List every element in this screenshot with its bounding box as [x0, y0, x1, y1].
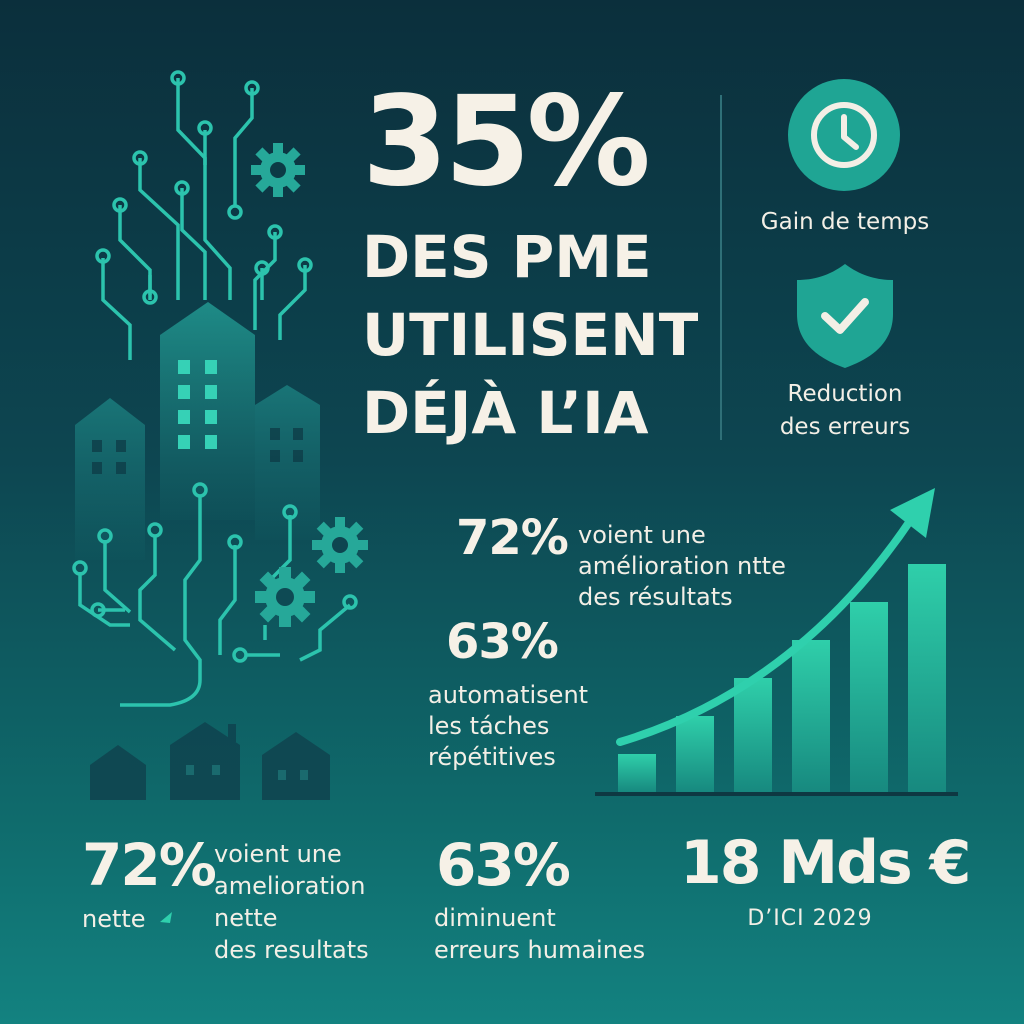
chart-bar: [676, 716, 714, 792]
city-circuit-illustration: [72, 70, 368, 800]
bottom-stat-2-line2: erreurs humaines: [434, 936, 646, 964]
chart-bar: [618, 754, 656, 792]
circuit-nodes-bottom: [72, 482, 358, 663]
benefit-label-errors-line1: Reduction: [787, 381, 903, 407]
middle-stat-2-percent: 63%: [446, 614, 559, 670]
gear-icon: [255, 567, 315, 627]
middle-stat-1-text: voient une amélioration ntte des résulta…: [578, 520, 786, 613]
bottom-stat-2-line1: diminuent: [434, 904, 556, 932]
middle-stat-1-percent: 72%: [456, 510, 569, 566]
headline-line-1: DES PME: [362, 223, 652, 291]
bottom-stat-2-text: diminuent erreurs humaines: [434, 902, 645, 966]
middle-stat-2-line1: automatisent: [428, 681, 589, 709]
middle-stat-2-line2: les táches: [428, 712, 550, 740]
bottom-stat-1-line3: nette: [214, 904, 278, 932]
shield-check-icon: [797, 264, 893, 368]
buildings: [75, 302, 320, 560]
trend-arrow-head: [890, 488, 935, 538]
bottom-stat-2-percent: 63%: [436, 831, 571, 899]
bottom-stat-3-value: 18 Mds €: [680, 828, 971, 898]
bottom-stat-1-percent: 72%: [82, 831, 217, 899]
headline-line-3: DÉJÀ L’IA: [362, 379, 649, 447]
trend-arrow-line: [616, 514, 916, 746]
chart-bars: [618, 564, 946, 792]
gear-icon: [251, 143, 305, 197]
chart-bar: [908, 564, 946, 792]
divider: [720, 95, 722, 440]
headline: 35% DES PME UTILISENT DÉJÀ L’IA: [362, 78, 722, 452]
chart-bar: [734, 678, 772, 792]
bottom-stat-3-sub: D’ICI 2029: [747, 906, 873, 931]
headline-line-2: UTILISENT: [362, 301, 699, 369]
benefit-label-errors: Reduction des erreurs: [740, 378, 950, 444]
gear-icon: [312, 517, 368, 573]
bottom-stat-1-line2: amelioration: [214, 872, 366, 900]
middle-stat-2-text: automatisent les táches répétitives: [428, 680, 588, 773]
circuit-lines-top: [101, 78, 307, 360]
headline-percent: 35%: [362, 70, 651, 214]
chart-bar: [792, 640, 830, 792]
bottom-stat-1-line1: voient une: [214, 840, 342, 868]
house-windows: [186, 765, 308, 780]
benefit-label-time: Gain de temps: [760, 209, 930, 235]
clock-icon: [788, 79, 900, 191]
bottom-stat-1-line4: des resultats: [214, 936, 369, 964]
middle-stat-1-line1: voient une: [578, 521, 706, 549]
benefit-label-errors-line2: des erreurs: [779, 414, 911, 440]
bottom-stat-1-sub: nette: [82, 905, 146, 933]
chart-bar: [850, 602, 888, 792]
middle-stat-1-line3: des résultats: [578, 583, 733, 611]
middle-stat-1-line2: amélioration ntte: [578, 552, 786, 580]
bottom-stat-1-text: voient une amelioration nette des result…: [214, 838, 369, 966]
circuit-nodes-top: [95, 70, 313, 305]
growth-bar-chart: [595, 488, 958, 796]
small-arrow-icon: [160, 912, 172, 923]
houses: [90, 722, 330, 800]
middle-stat-2-line3: répétitives: [428, 743, 556, 771]
